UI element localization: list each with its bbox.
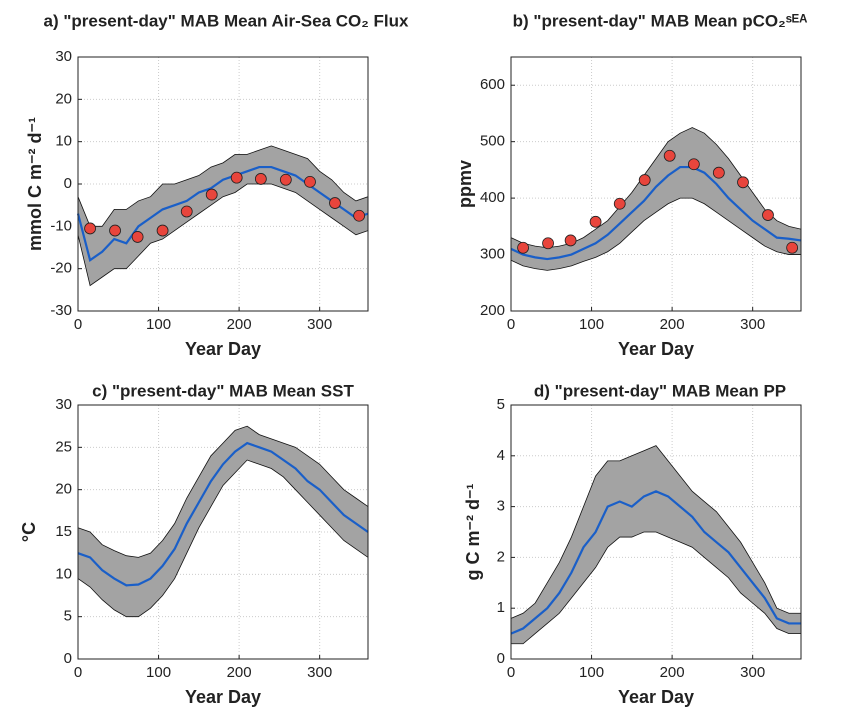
x-tick-label: 0 <box>74 664 82 681</box>
y-axis-label: °C <box>19 522 39 542</box>
y-tick-label: 1 <box>497 599 505 616</box>
spread-band <box>77 145 369 287</box>
x-tick-label: 200 <box>227 316 252 333</box>
observation-point <box>156 224 169 237</box>
y-tick-label: 400 <box>480 189 505 206</box>
observation-point <box>254 173 267 185</box>
y-tick-label: 25 <box>55 438 72 455</box>
x-tick-label: 100 <box>146 316 171 333</box>
y-tick-label: 10 <box>55 133 72 150</box>
x-tick-label: 300 <box>740 316 765 333</box>
mean-line <box>77 441 369 587</box>
mean-line <box>510 165 802 261</box>
y-tick-label: 600 <box>480 76 505 93</box>
observation-point <box>279 173 292 186</box>
plot-frame <box>510 56 802 312</box>
x-tick-label: 200 <box>660 664 685 681</box>
observation-point <box>687 158 700 171</box>
plot-frame <box>77 56 369 312</box>
y-tick-label: 3 <box>497 498 505 515</box>
x-tick-label: 0 <box>507 316 515 333</box>
y-tick-label: 300 <box>480 246 505 263</box>
x-tick-label: 300 <box>307 664 332 681</box>
spread-band <box>77 425 369 618</box>
observation-point <box>329 197 341 209</box>
observation-point <box>205 188 218 201</box>
plot-frame <box>77 404 369 660</box>
observation-point <box>542 237 554 250</box>
chart-title: a) "present-day" MAB Mean Air-Sea CO₂ Fl… <box>43 11 409 30</box>
observation-point <box>564 234 577 247</box>
observation-point <box>613 197 626 210</box>
observation-point <box>180 205 193 218</box>
y-tick-label: 0 <box>64 650 72 667</box>
y-tick-label: 2 <box>497 548 505 565</box>
chart-title: b) "present-day" MAB Mean pCO₂ˢᴱᴬ <box>513 11 808 30</box>
x-axis-label: Year Day <box>618 339 694 359</box>
x-axis-label: Year Day <box>185 339 261 359</box>
y-tick-label: 20 <box>55 90 72 107</box>
y-axis-label: g C m⁻² d⁻¹ <box>463 484 483 581</box>
observation-point <box>712 166 725 179</box>
observation-point <box>131 231 144 243</box>
observation-point <box>517 241 529 254</box>
mean-line <box>76 165 369 263</box>
y-tick-label: 10 <box>55 565 72 582</box>
spread-band <box>510 445 802 645</box>
y-tick-label: 200 <box>480 302 505 319</box>
y-tick-label: -30 <box>50 302 72 319</box>
y-tick-label: 500 <box>480 133 505 150</box>
observation-point <box>304 175 316 188</box>
observation-point <box>762 209 774 221</box>
observation-point <box>230 171 243 184</box>
x-tick-label: 200 <box>227 664 252 681</box>
observation-point <box>109 224 121 237</box>
plot-frame <box>510 404 802 660</box>
y-axis-label: mmol C m⁻² d⁻¹ <box>25 117 45 251</box>
x-tick-label: 300 <box>740 664 765 681</box>
x-tick-label: 100 <box>146 664 171 681</box>
x-tick-label: 100 <box>579 316 604 333</box>
observation-point <box>786 241 799 254</box>
x-tick-label: 300 <box>307 316 332 333</box>
x-axis-label: Year Day <box>185 687 261 707</box>
chart-title: c) "present-day" MAB Mean SST <box>92 381 354 400</box>
y-tick-label: 0 <box>497 650 505 667</box>
y-tick-label: 5 <box>497 396 505 413</box>
spread-band <box>510 127 802 271</box>
observation-point <box>353 209 366 222</box>
y-axis-label: ppmv <box>455 160 475 208</box>
y-tick-label: -10 <box>50 217 72 234</box>
y-tick-label: 30 <box>55 396 72 413</box>
observation-point <box>84 222 96 235</box>
observation-point <box>638 174 651 186</box>
y-tick-label: 30 <box>55 48 72 65</box>
x-tick-label: 100 <box>579 664 604 681</box>
x-tick-label: 0 <box>507 664 515 681</box>
x-tick-label: 0 <box>74 316 82 333</box>
y-tick-label: 20 <box>55 481 72 498</box>
observation-point <box>589 215 602 228</box>
x-tick-label: 200 <box>660 316 685 333</box>
y-tick-label: 15 <box>55 523 72 540</box>
chart-title: d) "present-day" MAB Mean PP <box>534 381 786 400</box>
y-tick-label: 0 <box>64 175 72 192</box>
y-tick-label: 5 <box>64 608 72 625</box>
y-tick-label: -20 <box>50 260 72 277</box>
observation-point <box>663 149 676 162</box>
mean-line <box>510 490 801 635</box>
observation-point <box>737 176 749 189</box>
x-axis-label: Year Day <box>618 687 694 707</box>
y-tick-label: 4 <box>497 447 505 464</box>
